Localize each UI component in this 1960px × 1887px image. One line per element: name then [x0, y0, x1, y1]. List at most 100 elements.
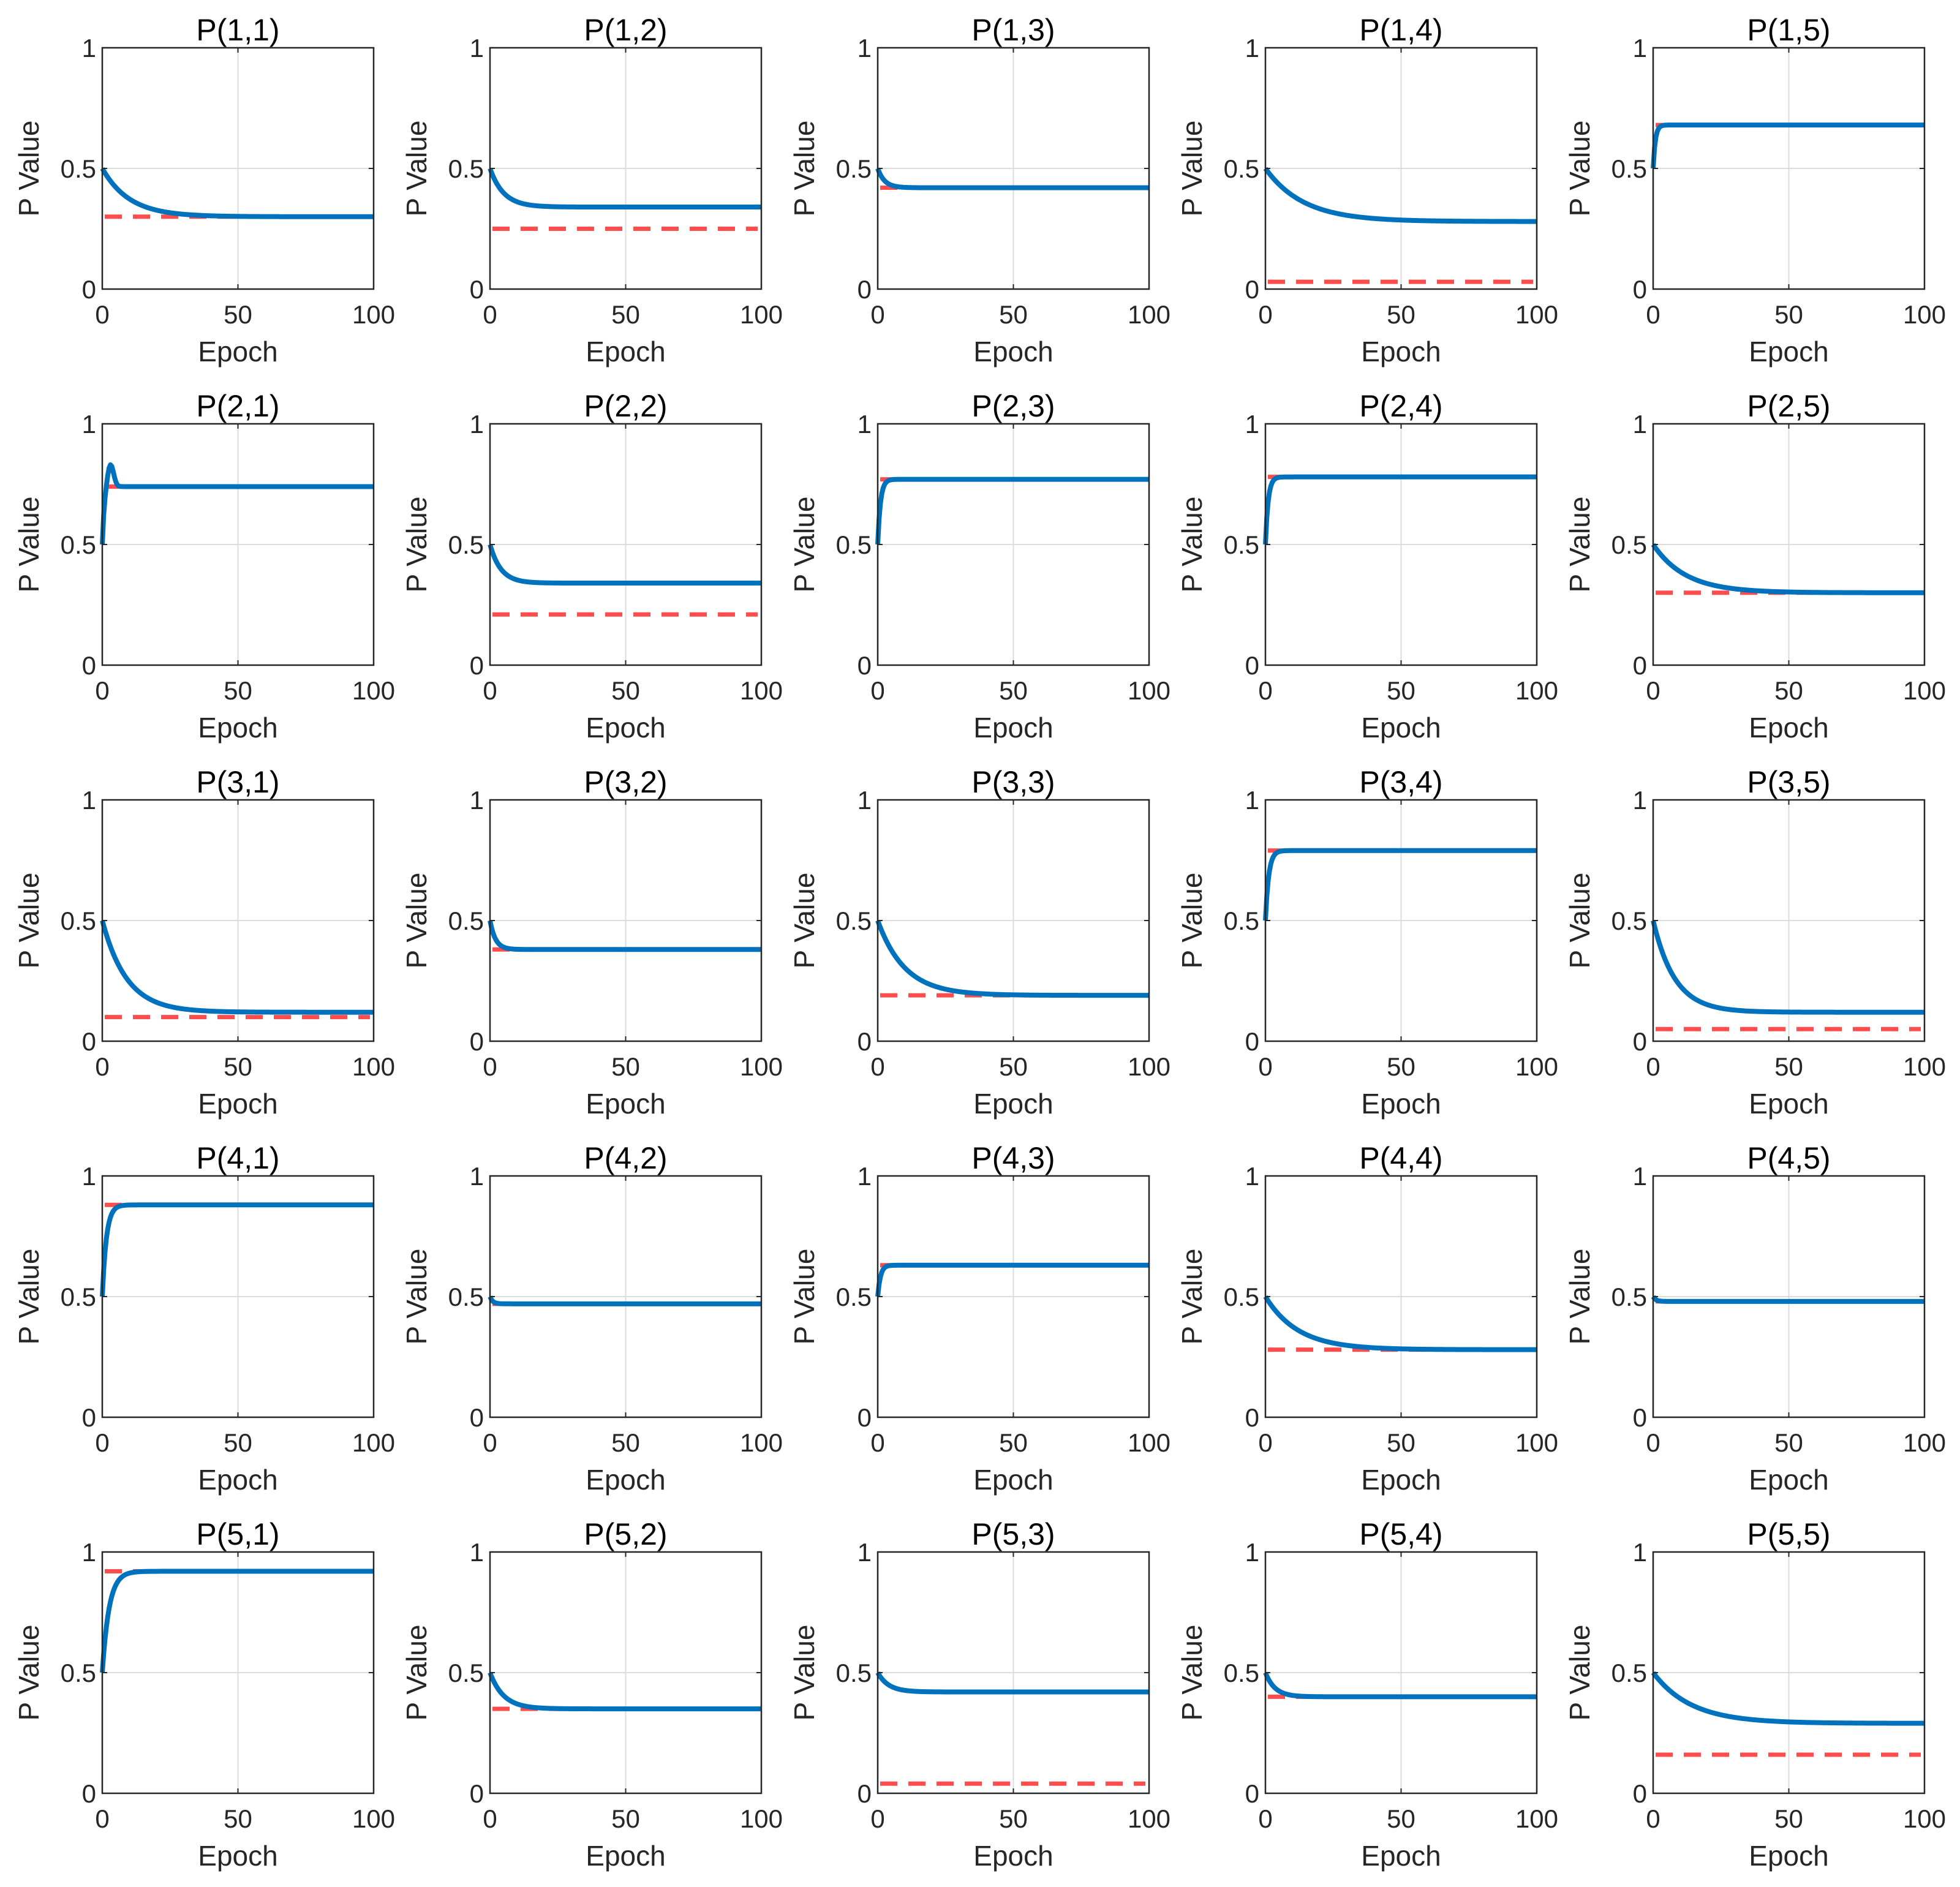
x-tick-label: 100	[1515, 1428, 1558, 1457]
y-tick-label: 0.5	[61, 154, 96, 183]
y-axis-label: P Value	[13, 873, 45, 969]
fit-curve	[100, 167, 375, 219]
x-tick-label: 0	[95, 1052, 109, 1081]
x-tick-label: 100	[740, 1428, 783, 1457]
y-tick-label: 0	[1633, 1779, 1647, 1808]
y-axis-label: P Value	[401, 121, 432, 217]
y-tick-label: 1	[82, 34, 96, 62]
y-tick-label: 1	[470, 786, 484, 815]
x-axis-label: Epoch	[198, 1088, 277, 1120]
fit-curve	[100, 1569, 375, 1673]
x-axis-label: Epoch	[973, 1464, 1053, 1496]
y-tick-label: 1	[858, 410, 872, 439]
subplot: 0 50 100 0 0.5 1 P(3,4) Epoch P Value	[1176, 765, 1558, 1120]
y-tick-label: 0.5	[1611, 530, 1647, 559]
x-tick-label: 50	[1774, 1428, 1803, 1457]
y-tick-label: 0.5	[836, 154, 872, 183]
y-tick-label: 1	[82, 1162, 96, 1191]
fit-curve	[1263, 474, 1538, 545]
y-tick-label: 1	[858, 1162, 872, 1191]
x-axis-label: Epoch	[1361, 712, 1441, 744]
x-tick-label: 100	[1903, 1428, 1946, 1457]
x-axis-label: Epoch	[586, 712, 665, 744]
y-tick-label: 1	[858, 34, 872, 62]
subplot: 0 50 100 0 0.5 1 P(1,3) Epoch P Value	[788, 13, 1170, 367]
y-tick-label: 0.5	[1224, 530, 1259, 559]
x-axis-label: Epoch	[1749, 1464, 1828, 1496]
subplot: 0 50 100 0 0.5 1 P(1,2) Epoch P Value	[401, 13, 783, 367]
y-axis-label: P Value	[788, 873, 820, 969]
subplot-title: P(2,1)	[196, 389, 279, 423]
x-tick-label: 0	[1646, 1428, 1660, 1457]
y-axis-label: P Value	[13, 121, 45, 217]
x-tick-label: 100	[1515, 1052, 1558, 1081]
subplot: 0 50 100 0 0.5 1 P(4,2) Epoch P Value	[401, 1141, 783, 1496]
y-tick-label: 1	[470, 1538, 484, 1567]
x-tick-label: 100	[1515, 1804, 1558, 1833]
y-tick-label: 1	[1245, 786, 1259, 815]
x-axis-label: Epoch	[1361, 336, 1441, 367]
subplot-title: P(1,1)	[196, 13, 279, 47]
x-tick-label: 0	[1258, 1804, 1272, 1833]
y-axis-label: P Value	[1564, 1249, 1596, 1345]
x-tick-label: 50	[224, 300, 252, 329]
y-axis-label: P Value	[1564, 873, 1596, 969]
x-tick-label: 50	[999, 1052, 1028, 1081]
y-tick-label: 0	[470, 275, 484, 304]
x-tick-label: 50	[1387, 676, 1415, 705]
x-tick-label: 0	[1646, 1052, 1660, 1081]
subplot-title: P(5,2)	[584, 1517, 667, 1551]
x-tick-label: 100	[1128, 1804, 1170, 1833]
subplot: 0 50 100 0 0.5 1 P(5,3) Epoch P Value	[788, 1517, 1170, 1872]
x-tick-label: 50	[224, 1428, 252, 1457]
x-tick-label: 0	[870, 300, 884, 329]
x-axis-label: Epoch	[586, 1840, 665, 1872]
y-tick-label: 0	[1245, 651, 1259, 680]
x-axis-label: Epoch	[1361, 1464, 1441, 1496]
x-tick-label: 0	[1646, 300, 1660, 329]
y-tick-label: 1	[858, 786, 872, 815]
y-tick-label: 0	[470, 1779, 484, 1808]
y-tick-label: 0	[470, 1027, 484, 1056]
y-tick-label: 0.5	[836, 530, 872, 559]
subplot-title: P(4,1)	[196, 1141, 279, 1175]
subplot-title: P(1,4)	[1359, 13, 1442, 47]
subplot: 0 50 100 0 0.5 1 P(5,5) Epoch P Value	[1564, 1517, 1946, 1872]
y-tick-label: 0	[82, 275, 96, 304]
x-axis-label: Epoch	[1749, 1840, 1828, 1872]
x-tick-label: 0	[1258, 1428, 1272, 1457]
subplot-title: P(5,4)	[1359, 1517, 1442, 1551]
y-tick-label: 0	[1633, 1403, 1647, 1432]
y-tick-label: 0	[858, 651, 872, 680]
fit-curve	[1651, 1671, 1926, 1726]
x-tick-label: 0	[1646, 676, 1660, 705]
x-tick-label: 0	[95, 300, 109, 329]
y-tick-label: 0	[82, 1027, 96, 1056]
y-tick-label: 0	[1633, 275, 1647, 304]
y-tick-label: 0	[1633, 651, 1647, 680]
x-tick-label: 50	[611, 1052, 640, 1081]
y-axis-label: P Value	[788, 497, 820, 593]
y-tick-label: 0	[82, 1403, 96, 1432]
x-axis-label: Epoch	[1749, 1088, 1828, 1120]
subplot: 0 50 100 0 0.5 1 P(1,4) Epoch P Value	[1176, 13, 1558, 367]
x-tick-label: 50	[1387, 300, 1415, 329]
y-tick-label: 1	[82, 1538, 96, 1567]
x-tick-label: 100	[352, 1804, 395, 1833]
y-axis-label: P Value	[13, 1249, 45, 1345]
subplot-title: P(4,4)	[1359, 1141, 1442, 1175]
x-tick-label: 50	[224, 1052, 252, 1081]
subplot-title: P(3,3)	[971, 765, 1055, 799]
subplot-title: P(2,4)	[1359, 389, 1442, 423]
x-tick-label: 0	[483, 300, 497, 329]
y-axis-label: P Value	[1564, 1625, 1596, 1721]
x-tick-label: 50	[611, 1428, 640, 1457]
x-axis-label: Epoch	[1361, 1088, 1441, 1120]
fit-curve	[488, 543, 763, 586]
subplot: 0 50 100 0 0.5 1 P(1,1) Epoch P Value	[13, 13, 395, 367]
y-tick-label: 1	[858, 1538, 872, 1567]
subplot: 0 50 100 0 0.5 1 P(5,4) Epoch P Value	[1176, 1517, 1558, 1872]
y-tick-label: 0.5	[61, 530, 96, 559]
y-axis-label: P Value	[401, 497, 432, 593]
